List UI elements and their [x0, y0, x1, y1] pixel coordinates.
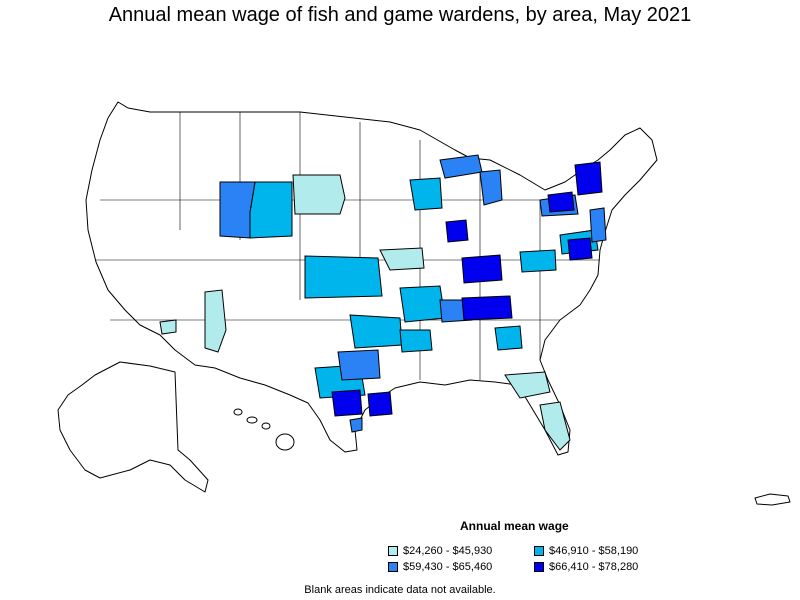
area-north-florida: [504, 371, 551, 399]
area-wyoming-east: [249, 181, 293, 239]
legend-swatch: [534, 546, 544, 556]
legend-swatch: [534, 562, 544, 572]
legend-label: $66,410 - $78,280: [549, 561, 639, 573]
legend-item: $59,430 - $65,460: [388, 561, 492, 573]
legend-swatch: [388, 546, 398, 556]
area-new-jersey: [589, 207, 607, 243]
area-georgia: [494, 325, 523, 351]
legend-item: $66,410 - $78,280: [534, 561, 638, 573]
area-western-south-dakota: [292, 174, 346, 215]
area-ohio: [519, 249, 557, 273]
puerto-rico-outline: [754, 493, 791, 506]
area-arkansas-oklahoma: [349, 314, 403, 349]
area-arizona-west: [159, 319, 177, 335]
legend-label: $46,910 - $58,190: [549, 545, 639, 557]
area-louisiana: [399, 329, 433, 353]
wage-areas: [159, 154, 607, 451]
legend-swatch: [388, 562, 398, 572]
area-maryland: [567, 237, 593, 261]
area-arizona-east: [204, 289, 227, 353]
hawaii-outline: [233, 408, 295, 451]
area-texas-central: [337, 349, 381, 381]
area-iowa-south: [379, 247, 425, 271]
legend-label: $59,430 - $65,460: [403, 561, 493, 573]
map-title: Annual mean wage of fish and game warden…: [108, 4, 692, 26]
area-illinois: [445, 219, 469, 243]
area-new-england: [574, 161, 603, 196]
legend-title: Annual mean wage: [460, 519, 569, 533]
area-texas-houston: [331, 389, 363, 417]
area-tennessee: [461, 295, 513, 321]
area-michigan-lower: [479, 169, 503, 206]
area-texas-beaumont: [367, 391, 393, 417]
alaska-outline: [57, 361, 209, 493]
area-south-florida: [539, 401, 571, 451]
legend-item: $46,910 - $58,190: [534, 545, 638, 557]
legend-item: $24,260 - $45,930: [388, 545, 492, 557]
area-kansas: [304, 255, 383, 299]
area-texas-coast: [349, 417, 363, 433]
area-indiana: [461, 254, 503, 284]
area-wyoming-west: [219, 181, 256, 239]
legend-label: $24,260 - $45,930: [403, 545, 493, 557]
area-ny-north: [547, 191, 575, 213]
area-missouri-south: [399, 285, 446, 323]
footnote: Blank areas indicate data not available.: [304, 584, 496, 596]
area-wisconsin: [409, 177, 443, 211]
